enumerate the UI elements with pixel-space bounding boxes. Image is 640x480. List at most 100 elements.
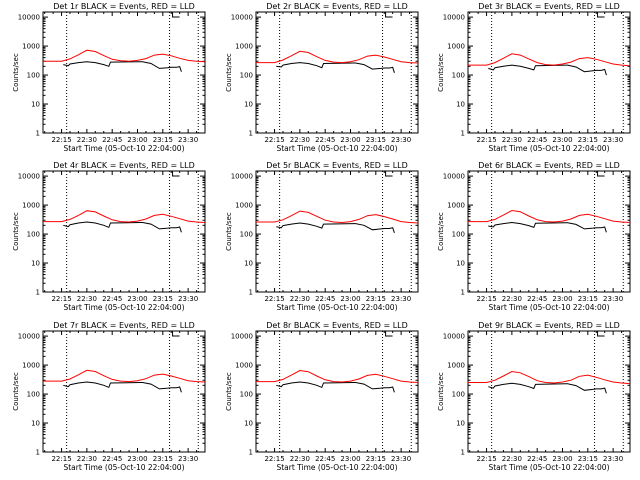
x-tick-label: 22:30 <box>77 455 97 463</box>
x-tick-label: 23:30 <box>178 136 198 144</box>
lld-series-line <box>43 210 206 223</box>
x-tick-label: 23:15 <box>578 455 598 463</box>
detector-plot-9: 1 10 100 1000 10000 22:15 22:30 22:45 23:00 23:15… <box>437 321 631 472</box>
y-tick-label: 10 <box>456 420 465 428</box>
lld-series-line <box>43 369 206 383</box>
y-tick-label: 100 <box>240 231 253 239</box>
x-tick-label: 22:45 <box>315 455 335 463</box>
y-tick-label: 100 <box>27 231 40 239</box>
y-tick-label: 100 <box>240 72 253 80</box>
y-tick-label: 1000 <box>447 43 465 51</box>
lld-series-line <box>256 369 419 383</box>
events-series-line <box>63 61 182 72</box>
flag-marker <box>385 171 393 177</box>
plot-frame <box>255 170 419 293</box>
y-tick-label: 10000 <box>231 333 253 341</box>
flag-marker <box>172 12 180 18</box>
y-tick-label: 100 <box>452 231 465 239</box>
detector-plot-5: 1 10 100 1000 10000 22:15 22:30 22:45 23:00 23:15… <box>225 161 419 312</box>
plot-frame <box>255 11 419 134</box>
x-tick-label: 22:15 <box>476 455 496 463</box>
lld-series-line <box>43 49 206 63</box>
y-tick-label: 1000 <box>235 202 253 210</box>
plot-frame <box>42 330 206 453</box>
x-tick-label: 23:00 <box>552 455 572 463</box>
plot-title: Det 9r BLACK = Events, RED = LLD <box>478 321 620 330</box>
flag-marker <box>597 12 605 18</box>
y-tick-label: 10000 <box>18 14 40 22</box>
plot-frame <box>467 170 631 293</box>
y-tick-label: 10000 <box>18 333 40 341</box>
y-axis-label: Counts/sec <box>225 212 233 251</box>
events-series-line <box>488 64 607 76</box>
x-axis-label: Start Time (05-Oct-10 22:04:00) <box>63 463 184 472</box>
y-tick-label: 1000 <box>235 43 253 51</box>
lld-series-line <box>256 210 419 224</box>
y-axis-label: Counts/sec <box>225 53 233 92</box>
x-tick-label: 23:30 <box>603 295 623 303</box>
x-axis-label: Start Time (05-Oct-10 22:04:00) <box>488 463 609 472</box>
y-tick-label: 1000 <box>22 362 40 370</box>
plot-frame <box>467 330 631 453</box>
y-tick-label: 10000 <box>443 14 465 22</box>
plot-title: Det 6r BLACK = Events, RED = LLD <box>478 161 620 170</box>
y-tick-label: 100 <box>27 72 40 80</box>
flag-marker <box>385 331 393 337</box>
x-tick-label: 23:00 <box>127 295 147 303</box>
plot-frame <box>42 170 206 293</box>
x-tick-label: 22:15 <box>476 295 496 303</box>
plot-title: Det 7r BLACK = Events, RED = LLD <box>53 321 195 330</box>
events-series-line <box>63 221 182 233</box>
events-series-line <box>276 62 395 73</box>
y-axis-label: Counts/sec <box>437 372 445 411</box>
detector-plot-2: 1 10 100 1000 10000 22:15 22:30 22:45 23:00 23:15… <box>225 2 419 153</box>
y-tick-label: 10000 <box>443 333 465 341</box>
plot-title: Det 3r BLACK = Events, RED = LLD <box>478 2 620 11</box>
x-tick-label: 23:00 <box>340 136 360 144</box>
x-axis-label: Start Time (05-Oct-10 22:04:00) <box>488 144 609 153</box>
x-tick-label: 23:30 <box>391 295 411 303</box>
flag-marker <box>172 171 180 177</box>
y-tick-label: 10 <box>244 101 253 109</box>
x-tick-label: 23:30 <box>391 455 411 463</box>
y-tick-label: 1 <box>461 289 465 297</box>
x-tick-label: 22:45 <box>102 295 122 303</box>
x-tick-label: 22:30 <box>290 455 310 463</box>
x-tick-label: 23:30 <box>603 136 623 144</box>
y-axis-label: Counts/sec <box>12 53 20 92</box>
y-tick-label: 1 <box>249 130 253 138</box>
y-tick-label: 1 <box>249 289 253 297</box>
y-tick-label: 10000 <box>18 173 40 181</box>
detector-plot-1: 1 10 100 1000 10000 22:15 22:30 22:45 23:00 23:15… <box>12 2 206 153</box>
lld-series-line <box>468 209 631 223</box>
x-axis-label: Start Time (05-Oct-10 22:04:00) <box>276 144 397 153</box>
y-tick-label: 1 <box>36 130 40 138</box>
flag-marker <box>172 331 180 337</box>
x-tick-label: 22:45 <box>527 455 547 463</box>
x-axis-label: Start Time (05-Oct-10 22:04:00) <box>63 303 184 312</box>
x-tick-label: 23:00 <box>340 295 360 303</box>
x-tick-label: 23:15 <box>366 136 386 144</box>
y-tick-label: 10000 <box>231 14 253 22</box>
y-axis-label: Counts/sec <box>12 372 20 411</box>
detector-plot-7: 1 10 100 1000 10000 22:15 22:30 22:45 23:00 23:15… <box>12 321 206 472</box>
y-axis-label: Counts/sec <box>225 372 233 411</box>
x-tick-label: 22:15 <box>264 455 284 463</box>
x-tick-label: 23:15 <box>578 136 598 144</box>
x-tick-label: 22:45 <box>315 136 335 144</box>
y-tick-label: 100 <box>452 72 465 80</box>
plot-title: Det 8r BLACK = Events, RED = LLD <box>266 321 408 330</box>
x-tick-label: 23:00 <box>127 455 147 463</box>
flag-marker <box>385 12 393 18</box>
events-series-line <box>488 221 607 233</box>
y-tick-label: 100 <box>27 391 40 399</box>
y-tick-label: 1 <box>249 449 253 457</box>
plot-title: Det 4r BLACK = Events, RED = LLD <box>53 161 195 170</box>
events-series-line <box>488 382 607 394</box>
x-tick-label: 23:15 <box>578 295 598 303</box>
plot-title: Det 2r BLACK = Events, RED = LLD <box>266 2 408 11</box>
x-tick-label: 22:30 <box>77 136 97 144</box>
x-tick-label: 22:15 <box>264 295 284 303</box>
plot-frame <box>255 330 419 453</box>
